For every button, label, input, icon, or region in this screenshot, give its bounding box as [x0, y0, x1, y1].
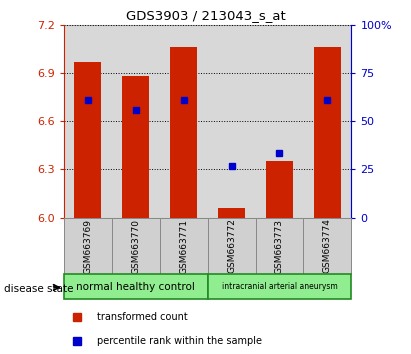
- Bar: [64, 274, 208, 299]
- Text: transformed count: transformed count: [97, 312, 187, 322]
- Bar: [122, 76, 149, 218]
- Bar: [64, 218, 112, 274]
- Bar: [159, 218, 208, 274]
- Text: percentile rank within the sample: percentile rank within the sample: [97, 336, 261, 346]
- Bar: [256, 218, 303, 274]
- Text: normal healthy control: normal healthy control: [76, 282, 195, 292]
- Bar: [303, 218, 351, 274]
- Bar: [171, 47, 197, 218]
- Bar: [266, 161, 293, 218]
- Bar: [74, 62, 101, 218]
- Bar: [112, 218, 159, 274]
- Text: GDS3903 / 213043_s_at: GDS3903 / 213043_s_at: [126, 9, 285, 22]
- Text: intracranial arterial aneurysm: intracranial arterial aneurysm: [222, 282, 337, 291]
- Text: GSM663771: GSM663771: [179, 218, 188, 274]
- Bar: [218, 208, 245, 218]
- Text: disease state: disease state: [4, 284, 74, 293]
- Bar: [208, 274, 351, 299]
- Text: GSM663769: GSM663769: [83, 218, 92, 274]
- Bar: [208, 218, 256, 274]
- Text: GSM663774: GSM663774: [323, 218, 332, 274]
- Bar: [314, 47, 341, 218]
- Text: GSM663772: GSM663772: [227, 218, 236, 274]
- Text: GSM663773: GSM663773: [275, 218, 284, 274]
- Text: GSM663770: GSM663770: [131, 218, 140, 274]
